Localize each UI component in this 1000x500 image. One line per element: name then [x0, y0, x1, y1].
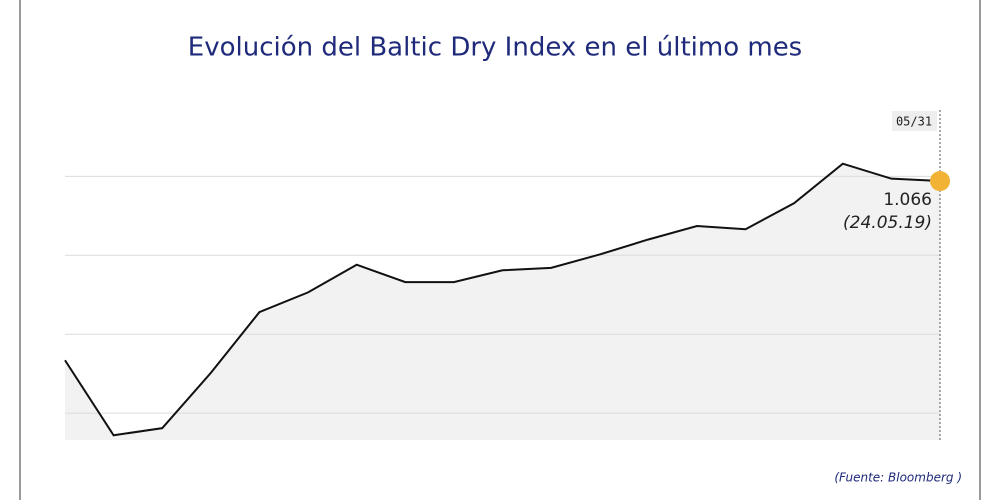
area: [65, 163, 940, 440]
source: (Fuente: Bloomberg ): [834, 471, 962, 485]
x-tag-box: [892, 111, 937, 131]
annotation-value: 1.066: [883, 190, 932, 210]
chart-title: Evolución del Baltic Dry Index en el últ…: [188, 33, 802, 63]
line: [64, 162, 941, 437]
annotation-date: (24.05.19): [843, 213, 932, 233]
x-tick-label: 05/31: [896, 115, 932, 129]
end-marker: [930, 171, 950, 192]
